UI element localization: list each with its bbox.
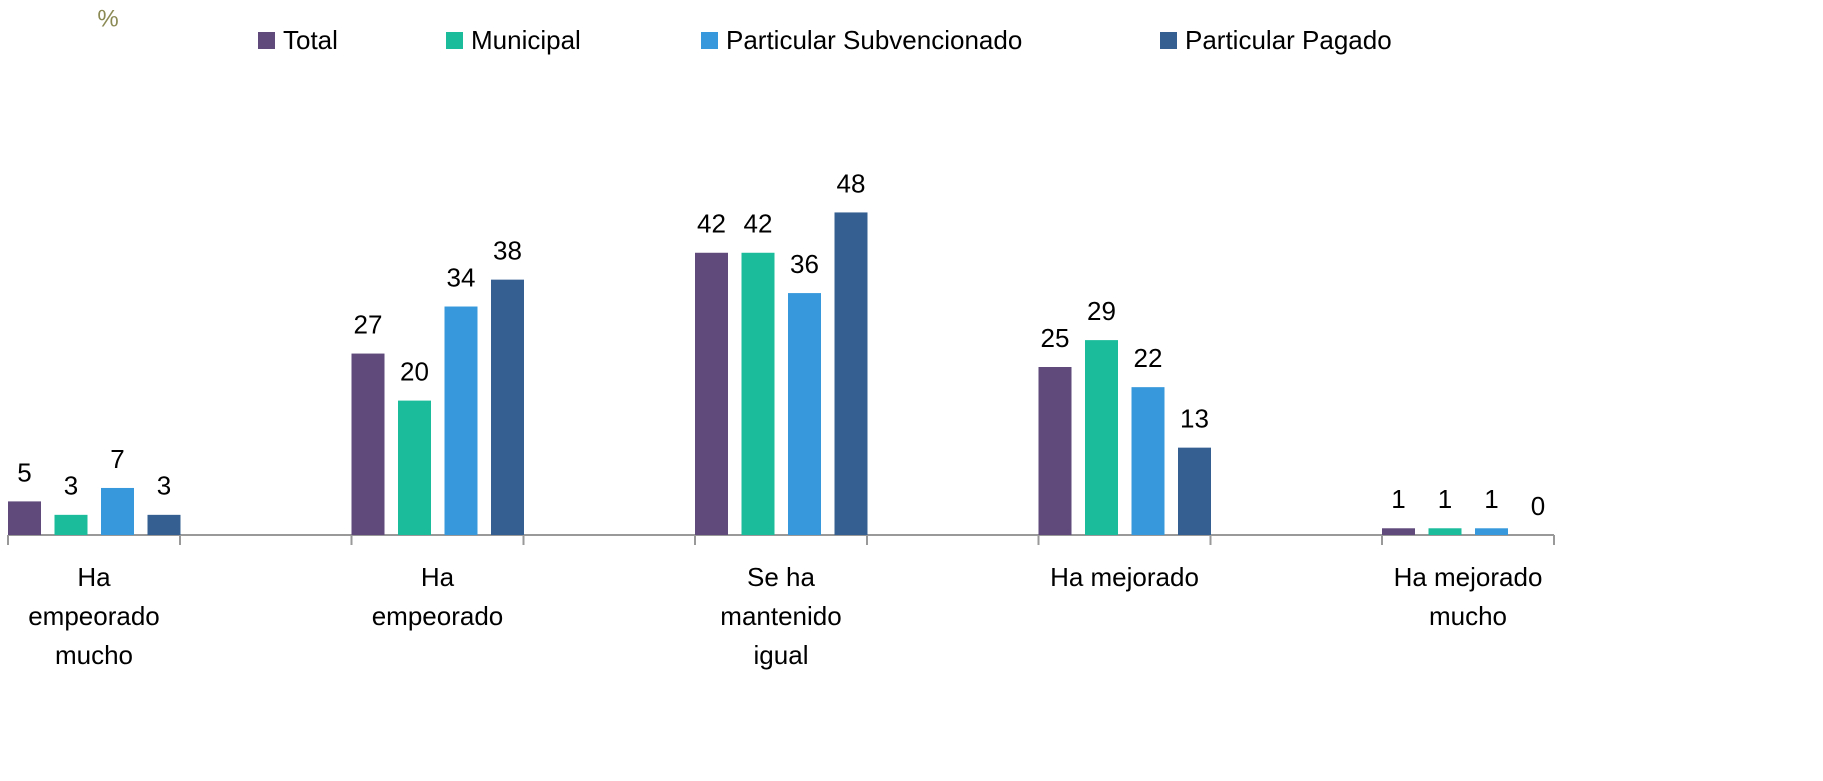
x-tick-label: Ha mejorado mucho — [1393, 562, 1543, 631]
data-label: 42 — [744, 209, 773, 239]
data-label: 38 — [493, 236, 522, 266]
data-label: 1 — [1484, 484, 1498, 514]
bar — [788, 293, 821, 535]
legend-label: Particular Subvencionado — [726, 25, 1022, 55]
data-label: 1 — [1391, 484, 1405, 514]
legend-label: Particular Pagado — [1185, 25, 1392, 55]
data-label: 25 — [1041, 323, 1070, 353]
x-tick-label: Ha empeorado — [371, 562, 504, 631]
data-label: 1 — [1438, 484, 1452, 514]
bar — [1178, 447, 1211, 535]
legend-label: Total — [283, 25, 338, 55]
data-label: 3 — [64, 471, 78, 501]
legend-swatch — [258, 32, 275, 49]
data-label: 36 — [790, 249, 819, 279]
x-tick-label: Ha empeorado mucho — [28, 562, 160, 670]
bar — [147, 514, 181, 535]
legend-swatch — [1160, 32, 1177, 49]
data-label: 13 — [1180, 404, 1209, 434]
bar — [101, 487, 134, 535]
data-label: 5 — [17, 457, 31, 487]
bar — [398, 400, 431, 535]
bar — [1382, 528, 1415, 535]
bar — [695, 252, 728, 535]
data-label: 42 — [697, 209, 726, 239]
x-tick-label: Ha mejorado — [1050, 562, 1199, 592]
legend-label: Municipal — [471, 25, 581, 55]
data-label: 29 — [1087, 296, 1116, 326]
data-label: 0 — [1531, 491, 1545, 521]
bar — [54, 514, 88, 535]
data-label: 48 — [837, 168, 866, 198]
bar — [491, 279, 524, 535]
bar — [1038, 367, 1072, 535]
bar — [1428, 528, 1462, 535]
bar — [1475, 528, 1508, 535]
data-label: 7 — [110, 444, 124, 474]
bar — [1085, 340, 1118, 535]
legend-swatch — [701, 32, 718, 49]
data-label: 20 — [400, 356, 429, 386]
data-label: 3 — [157, 471, 171, 501]
bar — [1131, 387, 1165, 535]
bar — [444, 306, 478, 535]
data-label: 27 — [354, 309, 383, 339]
bar — [834, 212, 868, 535]
data-label: 22 — [1134, 343, 1163, 373]
legend-swatch — [446, 32, 463, 49]
bar — [8, 501, 41, 535]
x-tick-label: Se ha mantenido igual — [720, 562, 842, 670]
unit-label: % — [97, 5, 118, 32]
bar — [741, 252, 775, 535]
bar — [351, 353, 385, 535]
data-label: 34 — [447, 262, 476, 292]
